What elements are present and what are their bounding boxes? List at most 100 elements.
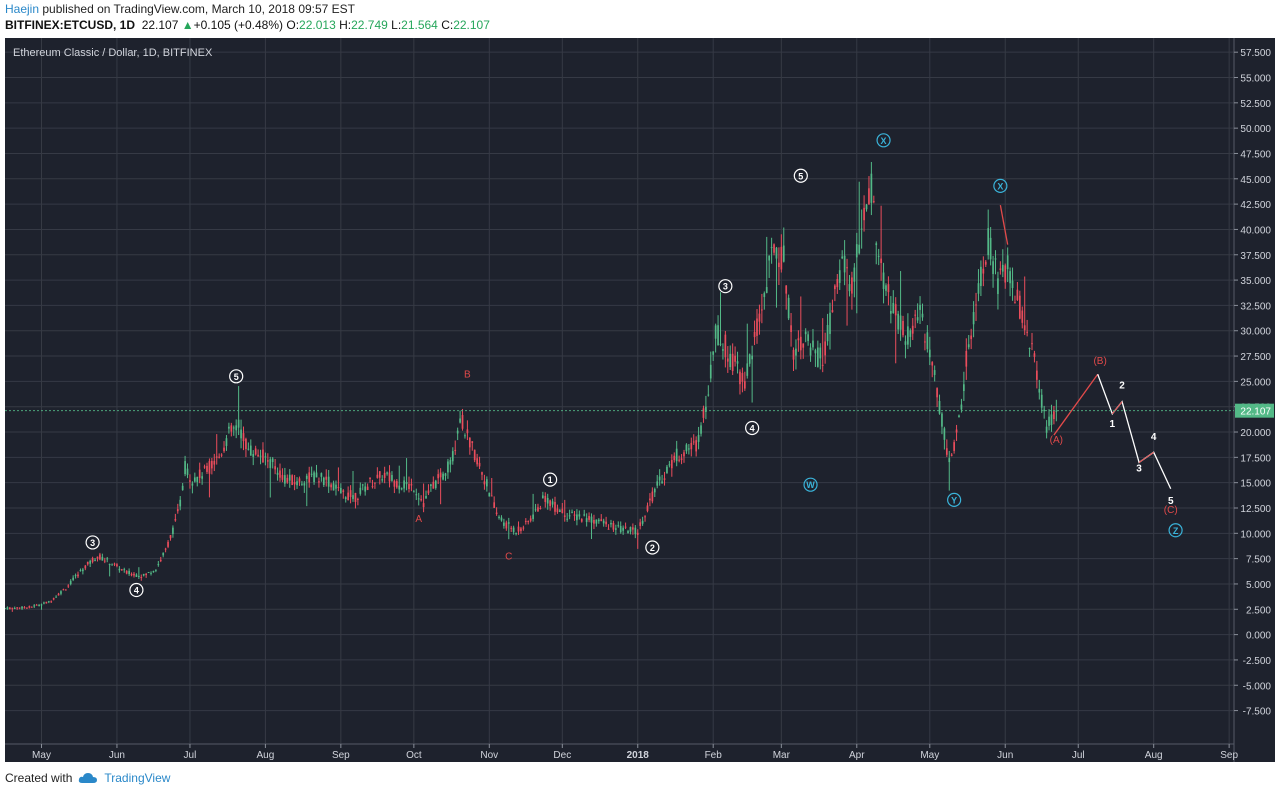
- candle-body: [169, 535, 172, 539]
- candle-body: [13, 608, 16, 610]
- candle-body: [522, 527, 525, 529]
- candle-body: [661, 481, 663, 484]
- candle-body: [150, 572, 152, 574]
- candle-body: [135, 574, 138, 577]
- candle-body: [678, 459, 680, 461]
- candle-body: [773, 244, 775, 253]
- wave-label: W: [806, 480, 815, 490]
- candle-body: [653, 488, 656, 493]
- candle-body: [395, 481, 398, 488]
- candle-body: [193, 477, 196, 482]
- candle-body: [763, 293, 766, 298]
- candle-body: [201, 476, 203, 479]
- candle-body: [308, 472, 311, 483]
- y-tick-label: 5.000: [1246, 580, 1271, 591]
- author-link[interactable]: Haejin: [5, 2, 40, 16]
- candle-body: [1016, 289, 1019, 301]
- candle-body: [658, 476, 661, 481]
- candle-body: [675, 448, 678, 462]
- candle-body: [987, 228, 990, 256]
- footer: Created with TradingView: [5, 771, 170, 785]
- symbol-label: BITFINEX:ETCUSD, 1D: [5, 18, 136, 32]
- candle-body: [60, 591, 62, 594]
- candle-body: [468, 437, 471, 448]
- candle-body: [855, 244, 858, 258]
- candle-body: [836, 279, 839, 288]
- y-tick-label: 7.500: [1246, 555, 1271, 566]
- close-value: 22.107: [453, 18, 490, 32]
- candle-body: [410, 483, 413, 486]
- candle-body: [1009, 271, 1011, 284]
- candle-body: [486, 479, 488, 487]
- candle-body: [432, 481, 435, 489]
- ohlc-line: BITFINEX:ETCUSD, 1D 22.107 ▲+0.105 (+0.4…: [5, 18, 490, 32]
- last-price-tag: [1235, 403, 1274, 418]
- candle-body: [473, 449, 476, 461]
- candle-body: [931, 362, 934, 366]
- candle-body: [130, 573, 133, 576]
- candle-body: [977, 283, 980, 294]
- tradingview-link[interactable]: TradingView: [104, 771, 171, 785]
- candle-body: [520, 528, 522, 531]
- y-tick-label: 32.500: [1240, 301, 1271, 312]
- candle-body: [172, 527, 174, 535]
- candle-body: [765, 287, 768, 293]
- candle-body: [383, 472, 386, 478]
- candle-body: [45, 601, 48, 604]
- candle-body: [133, 573, 135, 576]
- y-tick-label: 45.000: [1240, 175, 1271, 186]
- candle-body: [417, 498, 420, 500]
- candle-body: [532, 514, 534, 519]
- candle-body: [274, 466, 276, 470]
- candle-body: [74, 575, 77, 577]
- candle-body: [622, 527, 625, 531]
- candle-body: [907, 326, 909, 345]
- candle-body: [804, 331, 807, 335]
- x-tick-label: 2018: [627, 750, 650, 761]
- cloud-icon: [79, 773, 98, 783]
- candle-body: [597, 519, 600, 522]
- candle-body: [30, 606, 33, 608]
- candle-body: [972, 312, 975, 325]
- candle-body: [96, 556, 99, 559]
- candle-body: [77, 574, 79, 577]
- candle-body: [271, 458, 274, 463]
- candle-body: [831, 310, 834, 313]
- candle-body: [549, 500, 551, 507]
- candle-body: [999, 268, 1002, 270]
- candle-body: [868, 188, 870, 205]
- open-value: 22.013: [299, 18, 336, 32]
- candle-body: [619, 525, 622, 533]
- candle-body: [1040, 394, 1043, 408]
- candle-body: [851, 277, 853, 294]
- candle-body: [147, 571, 150, 573]
- wave-label-circle: [718, 279, 733, 294]
- y-tick-label: 12.500: [1240, 504, 1271, 515]
- candle-body: [928, 349, 931, 358]
- candle-body: [391, 475, 393, 481]
- wave-label: 1: [548, 475, 553, 485]
- candle-body: [911, 325, 914, 334]
- candle-body: [198, 469, 201, 478]
- candle-body: [1055, 410, 1058, 412]
- candle-body: [262, 449, 264, 463]
- candle-body: [454, 449, 457, 451]
- candle-body: [495, 512, 498, 514]
- candle-body: [588, 516, 590, 520]
- candle-body: [965, 350, 968, 367]
- candle-body: [566, 518, 569, 520]
- candle-body: [994, 258, 997, 260]
- last-price-label: 22.107: [1240, 407, 1271, 418]
- wave-label-circle: [793, 168, 808, 183]
- candle-body: [843, 255, 846, 273]
- y-tick-label: 27.500: [1240, 352, 1271, 363]
- chart-panel[interactable]: 3 4 5 B A C 1 2 3 4 5 W X Y X (A) (B) 2 1 4 3 5 (C) Z 57.500 55.…: [4, 38, 1275, 762]
- candle-body: [958, 415, 960, 418]
- candle-body: [111, 564, 113, 566]
- candle-body: [739, 371, 741, 385]
- candle-body: [997, 278, 999, 295]
- wave-label-circle: [745, 420, 760, 436]
- candle-body: [636, 532, 639, 535]
- candle-body: [123, 569, 126, 571]
